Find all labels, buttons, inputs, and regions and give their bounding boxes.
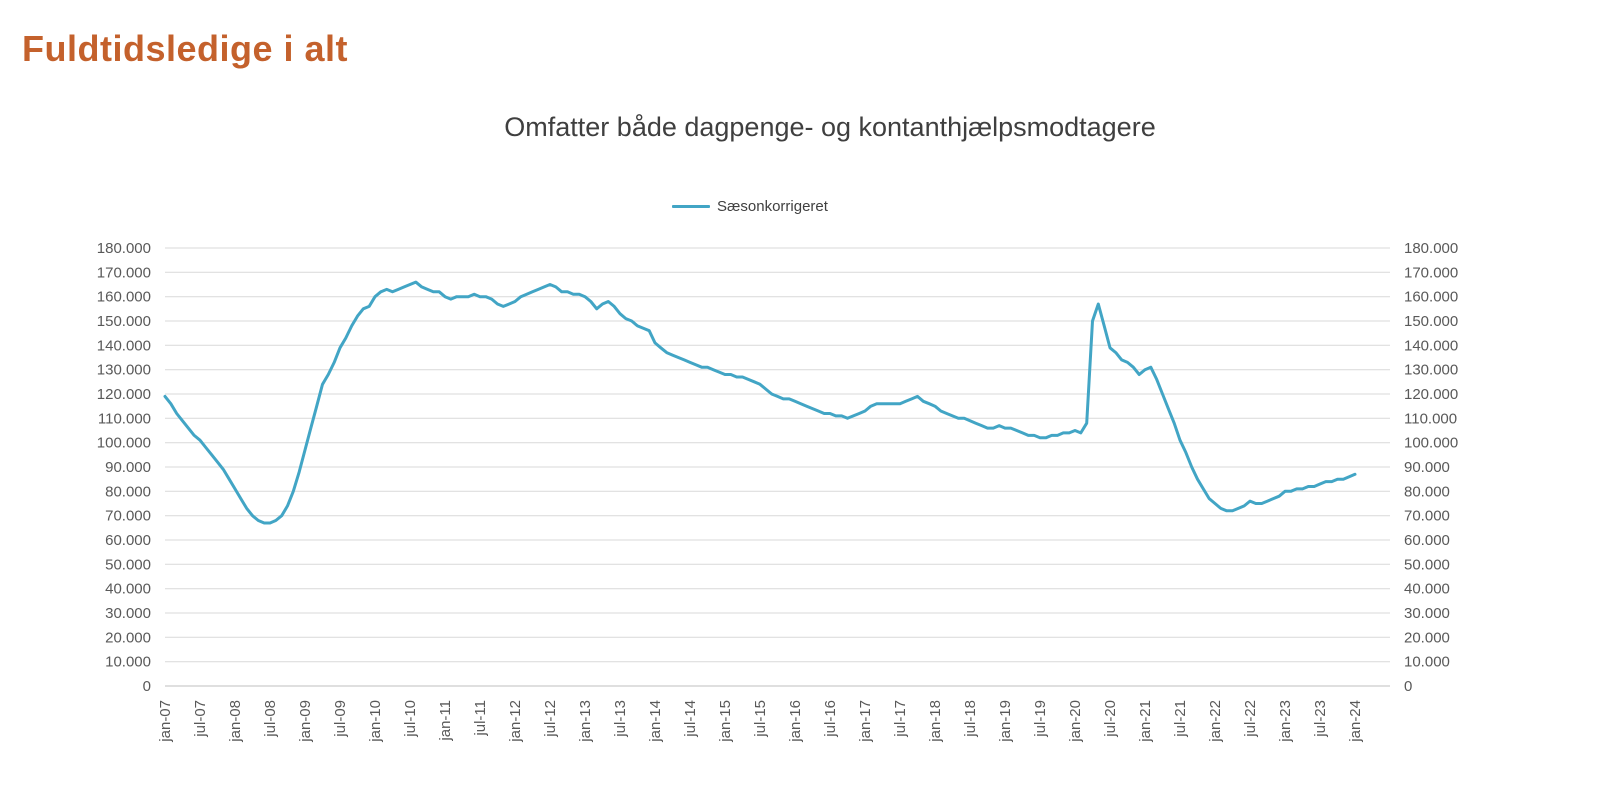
- x-axis-tick-label: jul-18: [962, 700, 979, 738]
- y-axis-tick-label-right: 170.000: [1404, 264, 1458, 281]
- x-axis-tick-label: jan-17: [857, 700, 874, 743]
- y-axis-tick-label-right: 180.000: [1404, 240, 1458, 257]
- y-axis-tick-label-left: 70.000: [105, 508, 151, 525]
- y-axis-tick-label-right: 100.000: [1404, 435, 1458, 452]
- y-axis-tick-label-left: 140.000: [97, 337, 151, 354]
- x-axis-tick-label: jul-07: [192, 700, 209, 738]
- y-axis-tick-label-right: 110.000: [1404, 410, 1457, 427]
- y-axis-tick-label-right: 160.000: [1404, 289, 1458, 306]
- y-axis-tick-label-right: 50.000: [1404, 556, 1450, 573]
- x-axis-tick-label: jul-10: [402, 700, 419, 738]
- y-axis-tick-label-left: 0: [143, 678, 151, 695]
- y-axis-tick-label-left: 30.000: [105, 605, 151, 622]
- page-title: Fuldtidsledige i alt: [22, 28, 349, 69]
- chart-legend: Sæsonkorrigeret: [0, 198, 1500, 215]
- x-axis-tick-label: jan-23: [1277, 700, 1294, 743]
- unemployment-line-chart: 0 0 10.000 10.000 20.000 20.000 30.000 30.000 40…: [97, 240, 1458, 743]
- y-axis-tick-label-left: 50.000: [105, 556, 151, 573]
- y-axis-tick-label-right: 120.000: [1404, 386, 1458, 403]
- y-axis-tick-label-right: 20.000: [1404, 629, 1450, 646]
- y-axis-tick-label-left: 130.000: [97, 362, 151, 379]
- x-axis-tick-label: jan-09: [297, 700, 314, 743]
- x-axis-tick-label: jan-08: [227, 700, 244, 743]
- y-axis-tick-label-left: 110.000: [98, 410, 151, 427]
- x-axis-tick-label: jul-11: [472, 700, 489, 737]
- y-axis-tick-label-left: 90.000: [105, 459, 151, 476]
- x-axis-tick-label: jan-24: [1347, 700, 1364, 743]
- x-axis-tick-label: jul-14: [682, 700, 699, 738]
- chart-title: Omfatter både dagpenge- og kontanthjælps…: [504, 112, 1156, 142]
- x-axis-tick-label: jan-07: [157, 700, 174, 743]
- y-axis-tick-label-right: 70.000: [1404, 508, 1450, 525]
- y-axis-tick-label-right: 90.000: [1404, 459, 1450, 476]
- y-axis-tick-label-right: 10.000: [1404, 654, 1450, 671]
- series-line-saesonkorrigeret: [163, 280, 1357, 525]
- y-axis-tick-label-left: 80.000: [105, 483, 151, 500]
- x-axis-tick-label: jan-12: [507, 700, 524, 743]
- x-axis-tick-label: jul-21: [1172, 700, 1189, 738]
- y-axis-tick-label-left: 10.000: [105, 654, 151, 671]
- x-axis-tick-label: jul-13: [612, 700, 629, 738]
- x-axis-tick-label: jul-23: [1312, 700, 1329, 738]
- y-axis-tick-label-right: 0: [1404, 678, 1412, 695]
- x-axis-tick-label: jan-14: [647, 700, 664, 743]
- legend-line-icon: [672, 205, 711, 208]
- y-axis-tick-label-right: 30.000: [1404, 605, 1450, 622]
- y-axis-tick-label-right: 150.000: [1404, 313, 1458, 330]
- y-axis-tick-label-left: 120.000: [97, 386, 151, 403]
- x-axis-tick-label: jan-22: [1207, 700, 1224, 743]
- x-axis-tick-label: jan-21: [1137, 700, 1154, 743]
- x-axis-tick-label: jul-17: [892, 700, 909, 738]
- x-axis-tick-label: jul-12: [542, 700, 559, 738]
- x-axis-tick-label: jan-18: [927, 700, 944, 743]
- y-axis-tick-label-right: 130.000: [1404, 362, 1458, 379]
- x-axis-tick-label: jan-19: [997, 700, 1014, 743]
- y-axis-tick-label-left: 20.000: [105, 629, 151, 646]
- y-axis-tick-label-left: 180.000: [97, 240, 151, 257]
- x-axis-tick-label: jul-16: [822, 700, 839, 738]
- x-axis-tick-label: jan-13: [577, 700, 594, 743]
- x-axis-tick-label: jan-10: [367, 700, 384, 743]
- x-axis-tick-label: jul-09: [332, 700, 349, 738]
- legend-label: Sæsonkorrigeret: [717, 198, 828, 215]
- y-axis-tick-label-right: 140.000: [1404, 337, 1458, 354]
- x-axis-tick-label: jan-11: [437, 700, 454, 742]
- y-axis-tick-label-left: 160.000: [97, 289, 151, 306]
- x-axis-tick-label: jan-20: [1067, 700, 1084, 743]
- y-axis-tick-label-left: 170.000: [97, 264, 151, 281]
- y-axis-tick-label-left: 40.000: [105, 581, 151, 598]
- y-axis-tick-label-right: 60.000: [1404, 532, 1450, 549]
- x-axis-tick-label: jan-16: [787, 700, 804, 743]
- y-axis-tick-label-left: 60.000: [105, 532, 151, 549]
- y-axis-tick-label-left: 150.000: [97, 313, 151, 330]
- y-axis-tick-label-right: 40.000: [1404, 581, 1450, 598]
- x-axis-tick-label: jul-20: [1102, 700, 1119, 738]
- x-axis-tick-label: jul-22: [1242, 700, 1259, 738]
- x-axis-tick-label: jul-08: [262, 700, 279, 738]
- y-axis-tick-label-right: 80.000: [1404, 483, 1450, 500]
- x-axis-tick-label: jul-15: [752, 700, 769, 738]
- x-axis-tick-label: jul-19: [1032, 700, 1049, 738]
- x-axis-tick-label: jan-15: [717, 700, 734, 743]
- y-axis-tick-label-left: 100.000: [97, 435, 151, 452]
